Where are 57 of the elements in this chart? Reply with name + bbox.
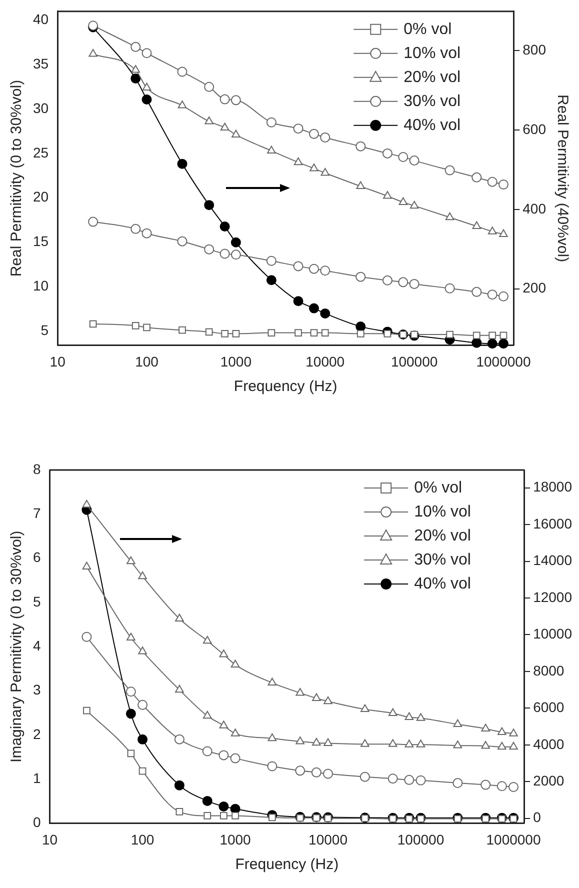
legend-label: 0% vol xyxy=(414,479,462,496)
y-tick-label: 25 xyxy=(32,144,49,160)
x-tick-label: 100 xyxy=(135,353,159,370)
y-tick-label: 0 xyxy=(32,814,41,830)
x-tick-label: 1000000 xyxy=(476,353,531,370)
y-tick-label: 2 xyxy=(32,726,41,742)
y-tick-label: 7 xyxy=(32,505,41,522)
y2-tick-label: 400 xyxy=(522,200,546,216)
legend-label: 40% vol xyxy=(414,575,471,592)
y-tick-label: 35 xyxy=(32,56,49,72)
x-tick-label: 100000 xyxy=(390,353,438,370)
x-tick-label: 10000 xyxy=(306,353,345,370)
y2-tick-label: 6000 xyxy=(533,699,564,716)
y2-tick-label: 0 xyxy=(533,809,542,826)
y2-tick-label: 10000 xyxy=(533,626,572,642)
y-tick-label: 15 xyxy=(32,233,49,250)
x-tick-label: 1000 xyxy=(220,831,252,848)
legend-label: 10% vol xyxy=(404,44,461,62)
x-tick-label: 100 xyxy=(130,831,154,848)
x-tick-label: 1000 xyxy=(220,353,252,370)
y-tick-label: 1 xyxy=(32,770,41,786)
y2-tick-label: 2000 xyxy=(533,772,564,789)
y2-axis-title: Real Permitivity (40%vol) xyxy=(554,94,571,262)
y-axis-title: Imaginary Permitivity (0 to 30%vol) xyxy=(8,530,26,762)
x-tick-label: 1000000 xyxy=(486,831,541,848)
y2-tick-label: 14000 xyxy=(533,552,572,568)
y2-tick-label: 4000 xyxy=(533,736,564,752)
y2-tick-label: 800 xyxy=(522,42,546,58)
legend-label: 40% vol xyxy=(404,116,461,134)
legend-label: 0% vol xyxy=(404,20,452,38)
legend-label: 20% vol xyxy=(414,527,471,544)
y-tick-label: 40 xyxy=(32,11,49,28)
y2-tick-label: 8000 xyxy=(533,662,564,678)
y2-tick-label: 18000 xyxy=(533,478,572,495)
y-tick-label: 5 xyxy=(40,322,49,338)
legend-label: 30% vol xyxy=(414,551,471,568)
y2-tick-label: 12000 xyxy=(533,588,572,605)
y-tick-label: 8 xyxy=(32,460,41,477)
y-tick-label: 10 xyxy=(32,277,49,294)
legend-label: 20% vol xyxy=(404,68,461,86)
legend-label: 10% vol xyxy=(414,503,471,520)
y-tick-label: 4 xyxy=(32,637,41,654)
x-tick-label: 10000 xyxy=(308,831,348,848)
y-tick-label: 5 xyxy=(32,593,41,610)
x-tick-label: 100000 xyxy=(397,831,444,848)
x-tick-label: 10 xyxy=(50,353,66,370)
legend-label: 30% vol xyxy=(404,92,461,110)
y-tick-label: 20 xyxy=(32,188,49,205)
y2-tick-label: 600 xyxy=(522,120,546,137)
y2-tick-label: 200 xyxy=(522,280,546,296)
x-axis-title: Frequency (Hz) xyxy=(235,856,339,874)
y-tick-label: 6 xyxy=(32,549,41,566)
y-tick-label: 3 xyxy=(32,682,41,698)
y-axis-title: Real Permitivity (0 to 30%vol) xyxy=(8,80,26,277)
y2-tick-label: 16000 xyxy=(533,515,572,532)
x-axis-title: Frequency (Hz) xyxy=(234,378,338,396)
y-tick-label: 30 xyxy=(32,100,49,116)
